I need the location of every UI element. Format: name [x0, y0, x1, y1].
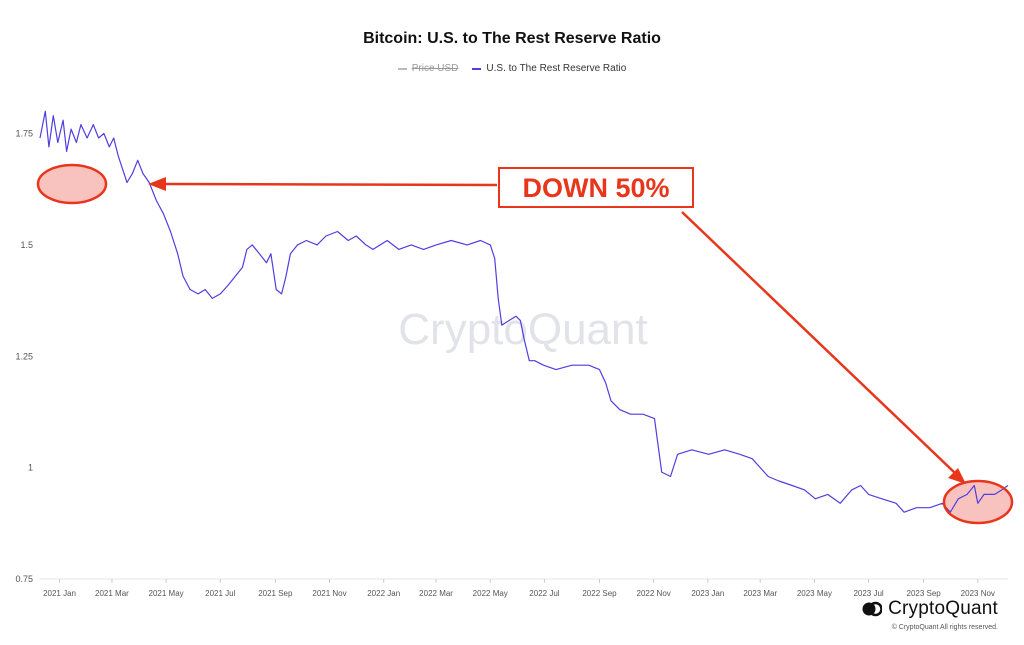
x-tick-label: 2022 Nov: [637, 589, 671, 598]
x-tick-label: 2022 Mar: [419, 589, 453, 598]
y-tick-label: 0.75: [15, 574, 33, 584]
legend: Price USD U.S. to The Rest Reserve Ratio: [0, 63, 1024, 74]
arrow-left-shaft: [163, 182, 498, 187]
arrow-diagonal-shaft: [681, 211, 956, 474]
x-tick-label: 2023 Nov: [961, 589, 995, 598]
brand-name: CryptoQuant: [888, 598, 998, 619]
legend-swatch-reserve-ratio: [472, 67, 482, 70]
x-tick-label: 2022 May: [473, 589, 508, 598]
x-tick-label: 2023 Jan: [691, 589, 724, 598]
legend-label-price-usd: Price USD: [411, 63, 459, 74]
legend-item-reserve-ratio[interactable]: U.S. to The Rest Reserve Ratio: [472, 63, 626, 74]
annotation-arrows: [148, 177, 966, 484]
highlight-ellipse-start: [38, 165, 106, 203]
chart-title: Bitcoin: U.S. to The Rest Reserve Ratio: [363, 30, 661, 47]
x-tick-label: 2023 Sep: [907, 589, 942, 598]
highlight-ellipse-start-outline: [36, 163, 108, 205]
arrow-left-head: [148, 177, 166, 191]
watermark: CryptoQuant: [398, 305, 647, 354]
series-line-reserve-ratio: [39, 110, 1009, 513]
x-tick-label: 2023 Jul: [853, 589, 883, 598]
highlight-ellipse-outlines: [36, 163, 1014, 525]
copyright-text: © CryptoQuant All rights reserved.: [891, 624, 998, 631]
x-tick-label: 2022 Jan: [367, 589, 400, 598]
y-tick-label: 1.75: [15, 129, 33, 139]
x-tick-label: 2022 Sep: [582, 589, 617, 598]
cryptoquant-logo-icon: [862, 601, 883, 617]
y-axis: 0.75 1 1.25 1.5 1.75: [15, 129, 33, 584]
legend-swatch-price-usd: [397, 67, 407, 70]
arrow-diagonal-head: [948, 468, 966, 484]
y-tick-label: 1.25: [15, 351, 33, 361]
y-tick-label: 1.5: [20, 240, 33, 250]
series-group: [39, 110, 1009, 513]
callout-text: DOWN 50%: [522, 173, 669, 203]
x-tick-label: 2021 Sep: [258, 589, 293, 598]
brand: CryptoQuant: [862, 598, 998, 620]
y-tick-label: 1: [28, 463, 33, 473]
callout-rect: [498, 167, 694, 208]
x-tick-label: 2021 Jul: [205, 589, 235, 598]
x-tick-label: 2023 May: [797, 589, 832, 598]
x-tick-label: 2021 Jan: [43, 589, 76, 598]
callout-box: DOWN 50%: [498, 167, 694, 208]
x-tick-label: 2021 Nov: [312, 589, 346, 598]
legend-item-price-usd[interactable]: Price USD: [397, 63, 459, 74]
highlight-ellipse-end-outline: [942, 479, 1014, 525]
x-tick-label: 2021 May: [149, 589, 184, 598]
x-tick-label: 2022 Jul: [529, 589, 559, 598]
x-axis: 2021 Jan 2021 Mar 2021 May 2021 Jul 2021 Sep…: [43, 579, 995, 598]
x-tick-label: 2023 Mar: [743, 589, 777, 598]
x-tick-label: 2021 Mar: [95, 589, 129, 598]
legend-label-reserve-ratio: U.S. to The Rest Reserve Ratio: [486, 63, 627, 74]
